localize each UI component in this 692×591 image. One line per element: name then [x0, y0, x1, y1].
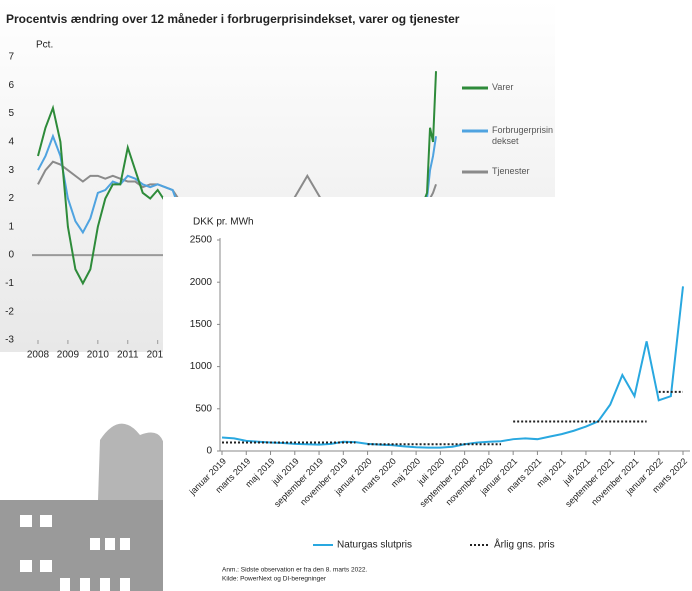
y-tick-label: 1500: [190, 319, 213, 330]
y-tick-label: 1: [8, 221, 14, 232]
y-tick-label: -2: [5, 306, 14, 317]
y-tick-label: 0: [8, 250, 14, 261]
legend-label: Forbrugerprisindekset: [492, 125, 554, 147]
y-tick-label: -1: [5, 278, 14, 289]
x-tick-label: 2009: [57, 350, 80, 361]
note: Kilde: PowerNext og DI-beregninger: [222, 576, 327, 583]
y-tick-label: 0: [206, 446, 212, 457]
chart-background: [163, 197, 692, 591]
legend-label: Varer: [492, 82, 554, 93]
legend-label: Naturgas slutpris: [337, 540, 412, 551]
chart-title: Procentvis ændring over 12 måneder i for…: [6, 12, 460, 26]
legend-label: Årlig gns. pris: [494, 538, 555, 551]
y-tick-label: 6: [8, 80, 14, 91]
x-tick-label: 2010: [87, 350, 110, 361]
y-tick-label: 2: [8, 193, 14, 204]
composite: Procentvis ændring over 12 måneder i for…: [0, 0, 692, 591]
y-tick-label: 4: [8, 137, 14, 148]
x-tick-label: 2008: [27, 350, 50, 361]
y-tick-label: 2500: [190, 235, 213, 246]
legend-label: Tjenester: [492, 166, 554, 177]
building-photo: [0, 424, 165, 591]
y-tick-label: 2000: [190, 277, 213, 288]
y-tick-label: 7: [8, 52, 14, 63]
y-tick-label: 3: [8, 165, 14, 176]
x-tick-label: 2011: [117, 350, 139, 361]
page: {"chart_data": [ {"type": "line", "title…: [0, 0, 692, 591]
y-tick-label: 1000: [190, 361, 213, 372]
y-axis-label: DKK pr. MWh: [193, 217, 254, 228]
note: Anm.: Sidste observation er fra den 8. m…: [222, 567, 367, 574]
y-axis-label: Pct.: [36, 40, 53, 51]
y-tick-label: 5: [8, 108, 14, 119]
y-tick-label: -3: [5, 335, 14, 346]
y-tick-label: 500: [195, 403, 212, 414]
